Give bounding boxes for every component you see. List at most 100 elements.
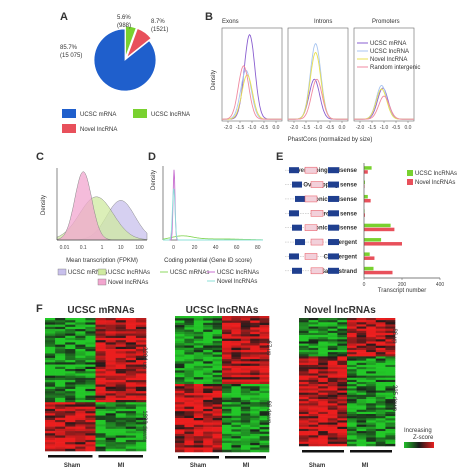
heatmap-cell — [375, 352, 386, 355]
heatmap-cell — [125, 422, 137, 425]
heatmap-cell — [175, 390, 185, 394]
heatmap-cell — [327, 407, 338, 411]
heatmap-cell — [347, 401, 357, 404]
heatmap-cell — [45, 428, 56, 432]
heatmap-cell — [125, 362, 137, 365]
heatmap-cell — [356, 443, 367, 447]
legend-swatch-mrna — [62, 109, 76, 118]
heatmap-cell — [203, 420, 213, 423]
heatmap-cell — [85, 408, 96, 412]
heatmap-cell — [327, 369, 338, 372]
heatmap-cell — [318, 324, 329, 327]
heatmap-cell — [115, 433, 127, 436]
heatmap-cell — [193, 418, 204, 421]
heatmap-cell — [308, 328, 319, 332]
heatmap-cell — [240, 440, 251, 444]
heatmap-cell — [222, 388, 232, 392]
heatmap-cell — [356, 405, 367, 408]
heatmap-cell — [231, 436, 242, 439]
heatmap-cell — [231, 445, 242, 448]
heatmap-xlabel-mi-ucsc: MI — [243, 463, 250, 469]
heatmap-cell — [385, 399, 396, 402]
heatmap-cell — [250, 331, 260, 335]
heatmap-cell — [212, 343, 223, 346]
heatmap-cell — [55, 426, 66, 430]
heatmap-cell — [184, 370, 195, 373]
heatmap-cell — [240, 395, 251, 398]
heatmap-cell — [375, 394, 386, 398]
heatmap-cell — [337, 418, 348, 421]
heatmap-cell — [65, 346, 76, 350]
panel-d-tick-0: 0 — [172, 245, 175, 251]
heatmap-cell — [347, 388, 357, 391]
heatmap-cell — [366, 441, 377, 445]
heatmap-cell — [337, 388, 348, 391]
heatmap-cell — [135, 329, 147, 332]
heatmap-cell — [327, 354, 338, 357]
heatmap-cell — [337, 411, 348, 415]
heatmap-cell — [222, 418, 232, 421]
heatmap-cell — [203, 433, 213, 437]
colorbar-label-zscore: Z-score — [413, 435, 434, 441]
heatmap-cell — [125, 346, 137, 350]
heatmap-cell — [45, 320, 56, 323]
heatmap-cell — [222, 368, 232, 371]
heatmap-cell — [222, 442, 232, 446]
heatmap-cell — [193, 345, 204, 349]
heatmap-cell — [105, 402, 116, 405]
heatmap-cell — [184, 356, 195, 360]
heatmap-cell — [125, 329, 137, 332]
legend-label-e-0: UCSC lncRNAs — [415, 171, 457, 177]
heatmap-cell — [318, 411, 329, 415]
heatmap-cell — [184, 390, 195, 394]
heatmap-cell — [175, 372, 185, 376]
heatmap-cell — [203, 390, 213, 394]
heatmap-cell — [337, 341, 348, 344]
heatmap-cell — [184, 338, 195, 342]
heatmap-cell — [222, 393, 232, 396]
heatmap-cell — [75, 444, 86, 447]
heatmap-cell — [299, 345, 309, 349]
heatmap-cell — [193, 431, 204, 435]
heatmap-cell — [250, 445, 260, 448]
heatmap-cell — [308, 384, 319, 387]
heatmap-cell — [125, 386, 137, 390]
heatmap-cell — [250, 406, 260, 410]
heatmap-cell — [337, 414, 348, 417]
heatmap-cell — [203, 395, 213, 398]
heatmap-cell — [308, 343, 319, 347]
heatmap-cell — [250, 347, 260, 351]
heatmap-cell — [193, 352, 204, 355]
heatmap-cell — [347, 373, 357, 376]
heatmap-cell — [184, 397, 195, 401]
heatmap-cell — [385, 439, 396, 443]
heatmap-cell — [125, 397, 137, 401]
heatmap-cell — [240, 433, 251, 437]
facet-tick-label-0-4: 0.0 — [273, 125, 280, 131]
heatmap-cell — [222, 413, 232, 417]
heatmap-cell — [250, 354, 260, 358]
heatmap-cell — [184, 424, 195, 428]
heatmap-cell — [385, 388, 396, 391]
heatmap-cell — [366, 330, 377, 334]
heatmap-cell — [231, 393, 242, 396]
heatmap-cell — [318, 428, 329, 432]
legend-label-d-2: Novel lncRNAs — [217, 279, 257, 285]
heatmap-cell — [45, 375, 56, 379]
heatmap-cell — [135, 397, 147, 401]
heatmap-cell — [385, 422, 396, 425]
heatmap-cell — [115, 342, 127, 345]
facet-tick-label-0-1: -1.5 — [236, 125, 245, 131]
heatmap-cell — [385, 371, 396, 374]
heatmap-cell — [327, 324, 338, 327]
heatmap-cell — [125, 344, 137, 348]
heatmap-cell — [385, 416, 396, 419]
heatmap-cell — [366, 431, 377, 434]
heatmap-cell — [250, 390, 260, 394]
heatmap-cell — [212, 447, 223, 451]
heatmap-cell — [259, 322, 270, 326]
heatmap-cell — [259, 384, 270, 387]
heatmap-cell — [375, 388, 386, 391]
heatmap-cell — [65, 318, 76, 321]
heatmap-cell — [308, 364, 319, 368]
